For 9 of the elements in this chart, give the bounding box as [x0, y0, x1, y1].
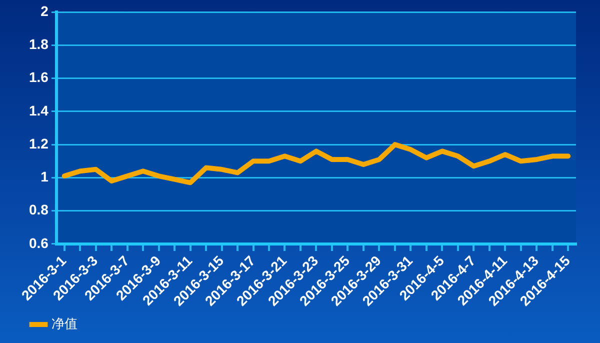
y-tick-label: 2 — [40, 2, 49, 19]
y-tick-label: 1.8 — [28, 36, 49, 52]
y-tick-label: 1.6 — [28, 69, 49, 86]
y-tick-label: 1 — [40, 168, 49, 185]
y-tick-label: 0.8 — [28, 202, 49, 218]
y-tick-label: 1.4 — [28, 102, 49, 118]
y-tick-label: 0.6 — [28, 234, 49, 251]
y-tick-label: 1.2 — [28, 135, 49, 152]
legend-label: 净值 — [52, 316, 78, 332]
